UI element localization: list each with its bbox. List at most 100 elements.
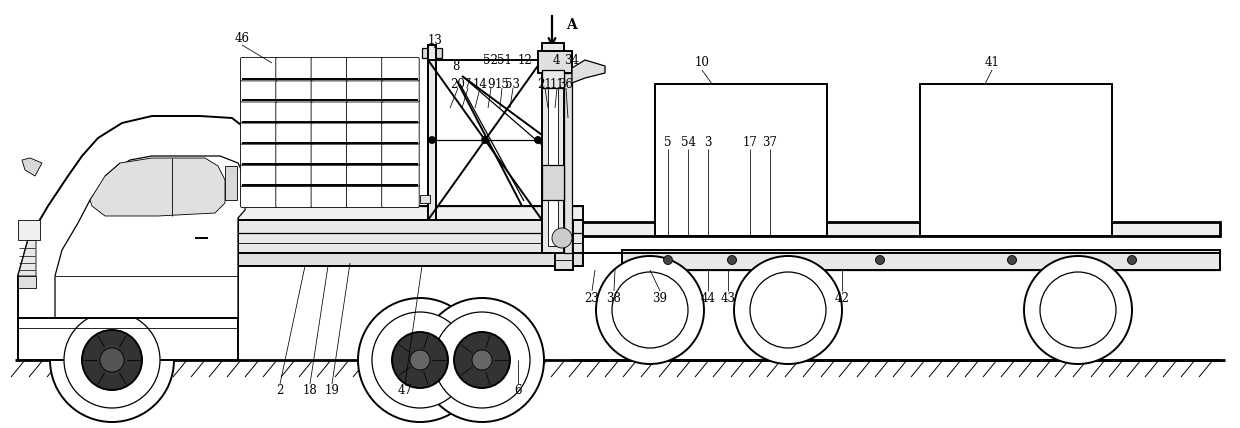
Circle shape [429,137,435,143]
FancyBboxPatch shape [382,184,419,208]
Text: 23: 23 [584,291,599,304]
FancyBboxPatch shape [382,163,419,187]
Text: 20: 20 [450,77,465,90]
Circle shape [534,137,542,143]
Text: 4: 4 [552,54,559,68]
Polygon shape [55,156,246,318]
Text: 39: 39 [652,291,667,304]
FancyBboxPatch shape [311,78,348,102]
Circle shape [1127,256,1137,265]
Circle shape [372,312,467,408]
Text: 47: 47 [398,383,413,396]
FancyBboxPatch shape [346,142,384,165]
FancyBboxPatch shape [382,121,419,144]
Polygon shape [572,60,605,83]
FancyBboxPatch shape [275,142,314,165]
Circle shape [100,348,124,372]
FancyBboxPatch shape [241,163,278,187]
FancyBboxPatch shape [241,78,278,102]
FancyBboxPatch shape [241,100,278,123]
Polygon shape [22,158,42,176]
FancyBboxPatch shape [346,100,384,123]
Bar [556,222,573,270]
Circle shape [64,312,160,408]
FancyBboxPatch shape [311,121,348,144]
Text: 36: 36 [558,77,573,90]
FancyBboxPatch shape [346,163,384,187]
Circle shape [434,312,529,408]
Text: 19: 19 [325,383,340,396]
FancyBboxPatch shape [382,57,419,81]
Text: 6: 6 [515,383,522,396]
Text: A: A [565,18,577,32]
FancyBboxPatch shape [241,57,278,81]
Circle shape [1040,272,1116,348]
Circle shape [454,332,510,388]
Polygon shape [19,116,260,360]
Bar [548,51,558,246]
Bar [420,195,430,203]
Circle shape [613,272,688,348]
Bar [238,253,583,266]
FancyBboxPatch shape [382,100,419,123]
Text: 12: 12 [517,54,532,68]
Text: 7: 7 [464,77,471,90]
Text: 34: 34 [564,54,579,68]
Text: 53: 53 [506,77,521,90]
FancyBboxPatch shape [241,121,278,144]
FancyBboxPatch shape [241,142,278,165]
Circle shape [728,256,737,265]
Text: 13: 13 [428,33,443,47]
Bar [622,250,1220,270]
Text: 46: 46 [234,32,249,45]
Circle shape [410,350,430,370]
Text: 38: 38 [606,291,621,304]
FancyBboxPatch shape [311,142,348,165]
FancyBboxPatch shape [346,78,384,102]
Circle shape [875,256,884,265]
FancyBboxPatch shape [311,57,348,81]
Bar [572,222,1220,236]
Text: 18: 18 [303,383,317,396]
Bar [428,45,436,220]
FancyBboxPatch shape [382,142,419,165]
Bar [542,43,564,253]
FancyBboxPatch shape [241,184,278,208]
FancyBboxPatch shape [275,78,314,102]
Text: 10: 10 [694,56,709,69]
Text: 3: 3 [704,137,712,149]
Circle shape [472,350,492,370]
Text: 41: 41 [985,56,999,69]
Text: 21: 21 [538,77,552,90]
Circle shape [392,332,448,388]
Bar [428,45,436,220]
FancyBboxPatch shape [311,100,348,123]
Text: 44: 44 [701,291,715,304]
FancyBboxPatch shape [382,78,419,102]
FancyBboxPatch shape [275,100,314,123]
FancyBboxPatch shape [275,57,314,81]
Text: 43: 43 [720,291,735,304]
Text: 8: 8 [453,59,460,72]
Bar [542,165,564,200]
Text: 15: 15 [495,77,510,90]
Bar [920,84,1112,236]
Circle shape [750,272,826,348]
Text: 11: 11 [549,77,564,90]
Circle shape [420,298,544,422]
Circle shape [734,256,842,364]
Circle shape [50,298,174,422]
Circle shape [552,228,572,248]
FancyBboxPatch shape [346,121,384,144]
Polygon shape [91,158,224,216]
Bar [564,73,572,253]
Bar [19,220,40,240]
Bar [238,206,583,220]
Circle shape [1024,256,1132,364]
Text: 2: 2 [277,383,284,396]
Text: 14: 14 [472,77,487,90]
Text: 9: 9 [487,77,495,90]
Text: 5: 5 [665,137,672,149]
Text: 17: 17 [743,137,758,149]
FancyBboxPatch shape [275,184,314,208]
